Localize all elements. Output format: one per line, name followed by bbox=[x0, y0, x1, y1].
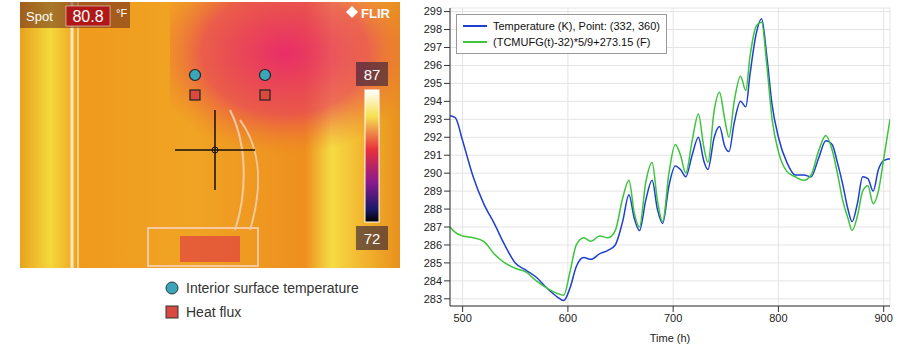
svg-text:295: 295 bbox=[424, 77, 442, 89]
svg-text:87: 87 bbox=[364, 66, 381, 83]
svg-text:FLIR: FLIR bbox=[361, 6, 390, 21]
svg-text:°F: °F bbox=[116, 7, 127, 19]
svg-text:292: 292 bbox=[424, 131, 442, 143]
svg-text:289: 289 bbox=[424, 185, 442, 197]
svg-text:294: 294 bbox=[424, 95, 442, 107]
svg-text:Spot: Spot bbox=[26, 9, 53, 24]
svg-text:Time (h): Time (h) bbox=[650, 332, 691, 344]
svg-text:285: 285 bbox=[424, 257, 442, 269]
svg-text:500: 500 bbox=[453, 312, 471, 324]
svg-text:284: 284 bbox=[424, 275, 442, 287]
svg-text:700: 700 bbox=[664, 312, 682, 324]
svg-text:296: 296 bbox=[424, 59, 442, 71]
svg-text:800: 800 bbox=[769, 312, 787, 324]
svg-text:298: 298 bbox=[424, 23, 442, 35]
svg-text:900: 900 bbox=[875, 312, 893, 324]
svg-text:290: 290 bbox=[424, 167, 442, 179]
svg-text:299: 299 bbox=[424, 5, 442, 17]
svg-text:287: 287 bbox=[424, 221, 442, 233]
svg-text:288: 288 bbox=[424, 203, 442, 215]
svg-text:72: 72 bbox=[364, 230, 381, 247]
svg-text:283: 283 bbox=[424, 293, 442, 305]
svg-text:291: 291 bbox=[424, 149, 442, 161]
html-text:(TCMUFG(t)-32)*5/9+273.15 (F): (TCMUFG(t)-32)*5/9+273.15 (F) bbox=[493, 36, 651, 48]
svg-text:286: 286 bbox=[424, 239, 442, 251]
svg-text:Interior surface temperature: Interior surface temperature bbox=[186, 280, 359, 296]
html-text:Temperature (K), Point: (332,: Temperature (K), Point: (332, 360) bbox=[493, 20, 660, 32]
svg-text:297: 297 bbox=[424, 41, 442, 53]
svg-text:600: 600 bbox=[559, 312, 577, 324]
svg-text:80.8: 80.8 bbox=[72, 8, 103, 25]
svg-text:293: 293 bbox=[424, 113, 442, 125]
svg-text:Heat flux: Heat flux bbox=[186, 304, 241, 320]
